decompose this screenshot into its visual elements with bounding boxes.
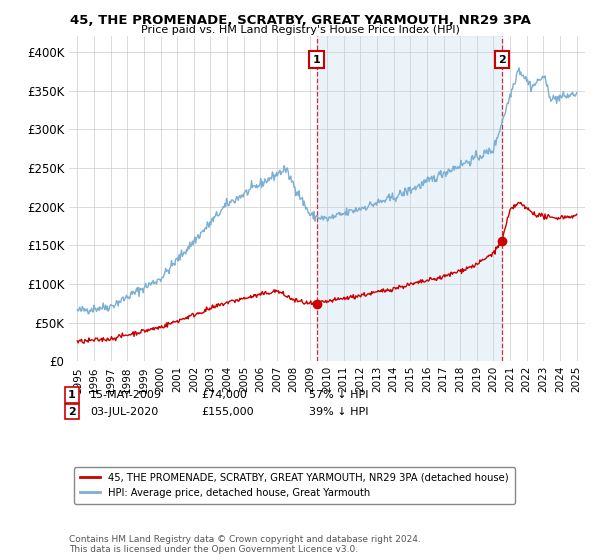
Bar bbox=[317, 36, 502, 361]
Text: £155,000: £155,000 bbox=[201, 407, 254, 417]
Text: 1: 1 bbox=[313, 55, 320, 64]
Text: 2: 2 bbox=[68, 407, 76, 417]
Text: 39% ↓ HPI: 39% ↓ HPI bbox=[309, 407, 368, 417]
Text: 15-MAY-2009: 15-MAY-2009 bbox=[90, 390, 162, 400]
Text: £74,000: £74,000 bbox=[201, 390, 247, 400]
Text: 1: 1 bbox=[68, 390, 76, 400]
Text: 57% ↓ HPI: 57% ↓ HPI bbox=[309, 390, 368, 400]
Text: 03-JUL-2020: 03-JUL-2020 bbox=[90, 407, 158, 417]
Text: 2: 2 bbox=[498, 55, 506, 64]
Text: 45, THE PROMENADE, SCRATBY, GREAT YARMOUTH, NR29 3PA: 45, THE PROMENADE, SCRATBY, GREAT YARMOU… bbox=[70, 14, 530, 27]
Text: Price paid vs. HM Land Registry's House Price Index (HPI): Price paid vs. HM Land Registry's House … bbox=[140, 25, 460, 35]
Text: Contains HM Land Registry data © Crown copyright and database right 2024.
This d: Contains HM Land Registry data © Crown c… bbox=[69, 535, 421, 554]
Legend: 45, THE PROMENADE, SCRATBY, GREAT YARMOUTH, NR29 3PA (detached house), HPI: Aver: 45, THE PROMENADE, SCRATBY, GREAT YARMOU… bbox=[74, 467, 515, 504]
